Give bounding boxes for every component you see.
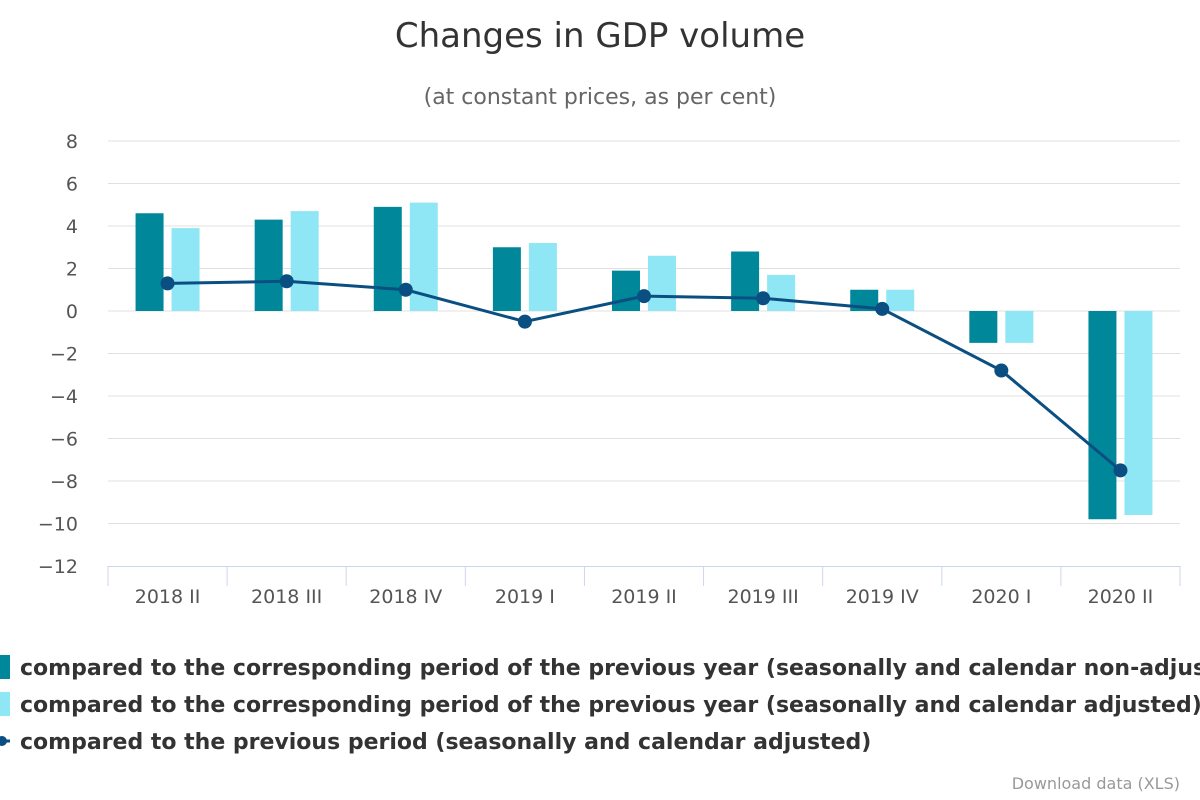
legend-marker: [0, 736, 7, 746]
x-tick-label: 2019 IV: [846, 586, 919, 608]
bar: [528, 243, 557, 311]
line-point: [756, 291, 771, 306]
bars: [135, 202, 1153, 520]
y-tick-label: −8: [50, 471, 78, 493]
bar: [254, 219, 283, 311]
legend-item[interactable]: compared to the corresponding period of …: [0, 655, 1200, 681]
legend-item[interactable]: compared to the previous period (seasona…: [0, 730, 871, 755]
bar: [969, 311, 998, 343]
legend-swatch: [0, 655, 10, 679]
y-tick-label: 8: [66, 131, 78, 153]
x-tick-label: 2019 III: [728, 586, 799, 608]
legend-label: compared to the previous period (seasona…: [20, 730, 871, 755]
y-tick-label: −6: [50, 429, 78, 451]
x-tick-label: 2019 II: [611, 586, 677, 608]
y-tick-label: 4: [66, 216, 78, 238]
grid-lines: [108, 140, 1180, 524]
legend: compared to the corresponding period of …: [0, 655, 1200, 755]
x-tick-label: 2018 II: [135, 586, 201, 608]
line-point: [994, 363, 1009, 378]
bar: [1005, 311, 1034, 343]
legend-label: compared to the corresponding period of …: [20, 656, 1200, 681]
legend-swatch: [0, 692, 10, 716]
line-point: [517, 314, 532, 329]
bar: [1124, 311, 1153, 515]
y-tick-label: −12: [38, 556, 78, 578]
line-point: [875, 301, 890, 316]
line-point: [160, 276, 175, 291]
y-tick-label: 6: [66, 174, 78, 196]
y-tick-label: 0: [66, 301, 78, 323]
y-tick-label: 2: [66, 259, 78, 281]
axes: 8 6 4 2 0 −2 −4 −6 −8 −10 −12 2018 II 2018 III 2018 I…: [38, 131, 1181, 608]
bar: [135, 213, 164, 311]
line-point: [1113, 463, 1128, 478]
y-tick-label: −2: [50, 344, 78, 366]
line-point: [279, 274, 294, 289]
bar: [373, 206, 402, 311]
y-tick-label: −10: [38, 514, 78, 536]
x-tick-label: 2020 II: [1088, 586, 1154, 608]
bar: [492, 247, 521, 311]
x-tick-label: 2019 I: [495, 586, 555, 608]
x-tick-label: 2018 III: [251, 586, 322, 608]
line-series: [160, 274, 1128, 478]
chart-subtitle: (at constant prices, as per cent): [424, 85, 777, 110]
legend-item[interactable]: compared to the corresponding period of …: [0, 692, 1200, 718]
bar: [290, 211, 319, 311]
line-point: [637, 289, 651, 304]
bar: [731, 251, 760, 311]
bar: [171, 228, 200, 311]
x-tick-label: 2020 I: [971, 586, 1031, 608]
download-data-link[interactable]: Download data (XLS): [1012, 774, 1180, 793]
bar: [767, 274, 796, 311]
legend-label: compared to the corresponding period of …: [20, 693, 1200, 718]
x-tick-label: 2018 IV: [369, 586, 442, 608]
bar: [612, 270, 640, 311]
bar: [648, 255, 676, 311]
line-point: [398, 282, 413, 297]
chart-title: Changes in GDP volume: [395, 16, 805, 56]
y-tick-label: −4: [50, 386, 78, 408]
bar: [886, 289, 915, 311]
bar: [1088, 311, 1117, 520]
